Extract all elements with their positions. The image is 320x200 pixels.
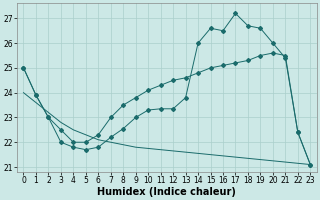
X-axis label: Humidex (Indice chaleur): Humidex (Indice chaleur) — [98, 187, 236, 197]
